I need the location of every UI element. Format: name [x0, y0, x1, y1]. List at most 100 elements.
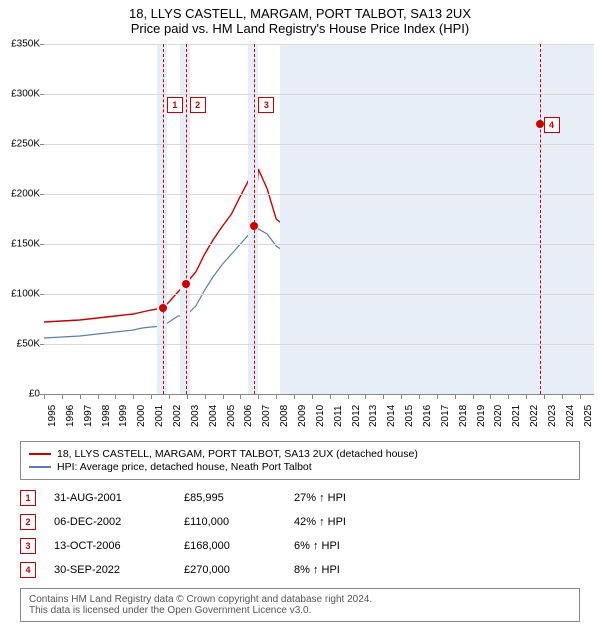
x-tick — [401, 395, 402, 399]
event-row: 430-SEP-2022£270,0008% ↑ HPI — [20, 558, 580, 582]
x-tick — [133, 395, 134, 399]
x-tick — [169, 395, 170, 399]
x-tick-label: 2008 — [279, 405, 290, 427]
event-row-pct: 8% ↑ HPI — [294, 564, 340, 576]
shaded-range — [157, 44, 168, 394]
y-gridline — [44, 44, 594, 45]
y-tick-label: £250K — [4, 139, 40, 150]
event-row-date: 30-SEP-2022 — [54, 564, 184, 576]
y-tick — [40, 44, 44, 45]
x-tick-label: 2022 — [529, 405, 540, 427]
footer-line-2: This data is licensed under the Open Gov… — [29, 605, 571, 616]
event-line — [254, 44, 255, 394]
y-tick-label: £0 — [4, 389, 40, 400]
events-table: 131-AUG-2001£85,99527% ↑ HPI206-DEC-2002… — [20, 486, 580, 582]
event-badge: 4 — [544, 117, 560, 133]
x-tick — [348, 395, 349, 399]
event-row-price: £110,000 — [184, 516, 294, 528]
legend-row: 18, LLYS CASTELL, MARGAM, PORT TALBOT, S… — [29, 448, 571, 460]
x-tick-label: 2017 — [440, 405, 451, 427]
y-tick-label: £300K — [4, 89, 40, 100]
y-gridline — [44, 94, 594, 95]
legend-label: HPI: Average price, detached house, Neat… — [57, 461, 312, 473]
x-tick — [365, 395, 366, 399]
x-tick-label: 1999 — [118, 405, 129, 427]
x-tick — [330, 395, 331, 399]
x-tick-label: 2014 — [386, 405, 397, 427]
x-tick-label: 2018 — [458, 405, 469, 427]
x-tick-label: 2003 — [190, 405, 201, 427]
x-tick — [473, 395, 474, 399]
x-tick — [544, 395, 545, 399]
event-row-price: £168,000 — [184, 540, 294, 552]
x-tick — [508, 395, 509, 399]
y-tick — [40, 144, 44, 145]
x-tick-label: 2005 — [226, 405, 237, 427]
event-row-date: 13-OCT-2006 — [54, 540, 184, 552]
x-tick — [98, 395, 99, 399]
y-gridline — [44, 344, 594, 345]
event-badge: 1 — [167, 97, 183, 113]
event-marker — [536, 120, 544, 128]
y-tick — [40, 344, 44, 345]
x-tick-label: 2019 — [476, 405, 487, 427]
shaded-range — [280, 44, 594, 394]
title-block: 18, LLYS CASTELL, MARGAM, PORT TALBOT, S… — [0, 0, 600, 40]
x-tick — [276, 395, 277, 399]
chart-container: 18, LLYS CASTELL, MARGAM, PORT TALBOT, S… — [0, 0, 600, 622]
y-tick-label: £200K — [4, 189, 40, 200]
legend-label: 18, LLYS CASTELL, MARGAM, PORT TALBOT, S… — [57, 448, 418, 460]
x-tick-label: 1998 — [101, 405, 112, 427]
x-tick-label: 2009 — [297, 405, 308, 427]
x-tick-label: 2021 — [511, 405, 522, 427]
x-tick-label: 2016 — [422, 405, 433, 427]
event-row: 206-DEC-2002£110,00042% ↑ HPI — [20, 510, 580, 534]
y-tick — [40, 94, 44, 95]
y-tick-label: £50K — [4, 339, 40, 350]
x-tick — [294, 395, 295, 399]
x-tick-label: 1996 — [65, 405, 76, 427]
x-tick-label: 2002 — [172, 405, 183, 427]
y-gridline — [44, 144, 594, 145]
legend: 18, LLYS CASTELL, MARGAM, PORT TALBOT, S… — [20, 441, 580, 480]
event-row-price: £85,995 — [184, 492, 294, 504]
event-line — [540, 44, 541, 394]
x-tick — [419, 395, 420, 399]
x-tick-label: 2011 — [333, 405, 344, 427]
event-row-pct: 27% ↑ HPI — [294, 492, 346, 504]
x-tick — [240, 395, 241, 399]
event-marker — [159, 304, 167, 312]
footer-line-1: Contains HM Land Registry data © Crown c… — [29, 594, 571, 605]
x-tick-label: 2010 — [315, 405, 326, 427]
event-row-pct: 6% ↑ HPI — [294, 540, 340, 552]
x-tick-label: 2015 — [404, 405, 415, 427]
x-tick-label: 2006 — [243, 405, 254, 427]
x-tick — [62, 395, 63, 399]
y-gridline — [44, 244, 594, 245]
title-line-2: Price paid vs. HM Land Registry's House … — [0, 21, 600, 36]
x-axis: 1995199619971998199920002001200220032004… — [44, 395, 594, 435]
legend-swatch — [29, 453, 51, 455]
x-tick — [187, 395, 188, 399]
x-tick — [223, 395, 224, 399]
event-row-badge: 4 — [20, 562, 36, 578]
x-tick — [437, 395, 438, 399]
x-tick-label: 2012 — [351, 405, 362, 427]
x-tick — [490, 395, 491, 399]
x-tick — [151, 395, 152, 399]
event-marker — [250, 222, 258, 230]
event-row-date: 31-AUG-2001 — [54, 492, 184, 504]
event-badge: 2 — [190, 97, 206, 113]
title-line-1: 18, LLYS CASTELL, MARGAM, PORT TALBOT, S… — [0, 6, 600, 21]
x-tick-label: 2004 — [208, 405, 219, 427]
shaded-range — [248, 44, 259, 394]
event-marker — [182, 280, 190, 288]
x-tick-label: 2020 — [493, 405, 504, 427]
event-row: 313-OCT-2006£168,0006% ↑ HPI — [20, 534, 580, 558]
chart-area: 1234 19951996199719981999200020012002200… — [4, 44, 596, 435]
event-row-date: 06-DEC-2002 — [54, 516, 184, 528]
x-tick — [580, 395, 581, 399]
x-tick-label: 1995 — [47, 405, 58, 427]
x-tick-label: 2024 — [565, 405, 576, 427]
x-tick — [562, 395, 563, 399]
